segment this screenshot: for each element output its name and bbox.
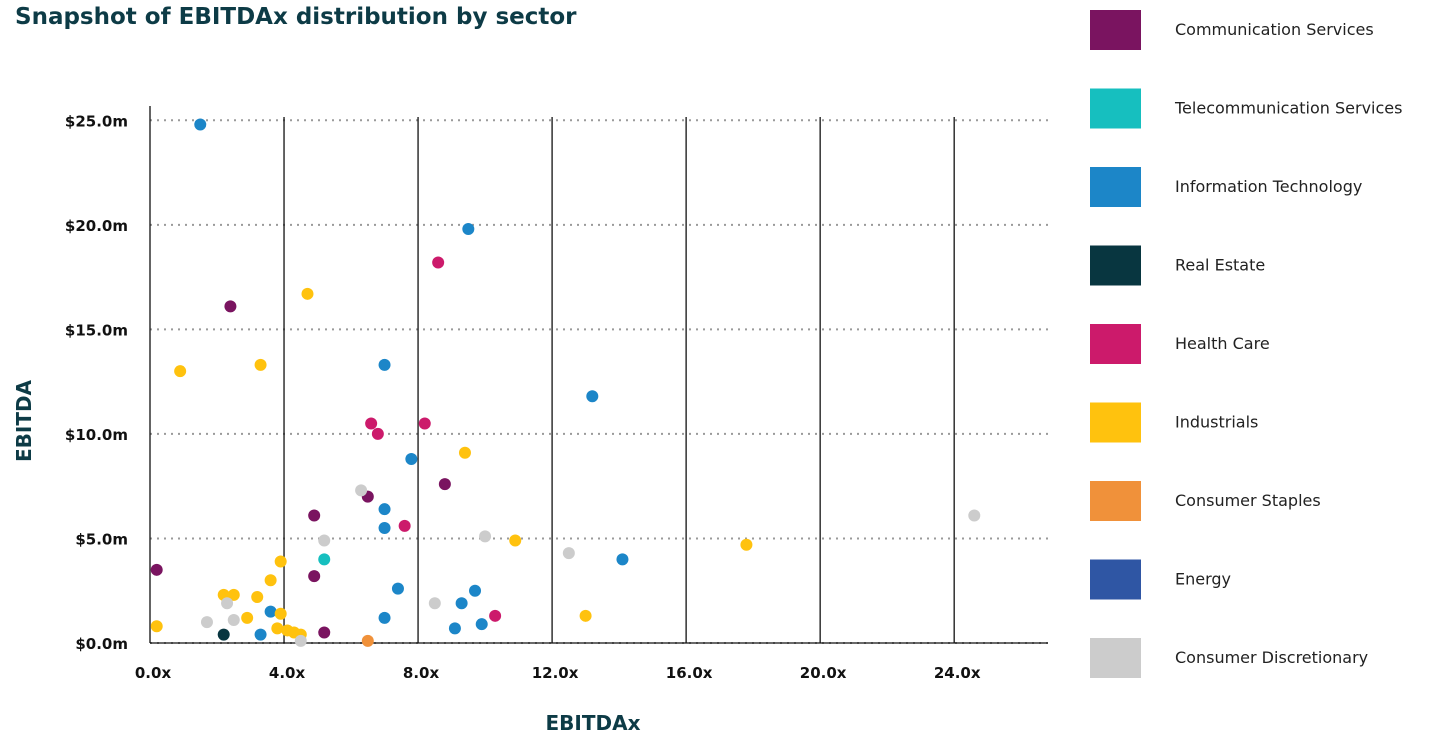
- data-point: [428, 597, 441, 610]
- data-point: [355, 484, 368, 497]
- data-point: [405, 453, 418, 465]
- data-point: [455, 597, 468, 610]
- data-point: [462, 223, 475, 235]
- data-point: [968, 509, 981, 522]
- y-tick-label: $20.0m: [65, 217, 128, 235]
- data-point: [562, 547, 575, 560]
- data-point: [227, 614, 240, 626]
- data-point: [579, 609, 592, 622]
- legend-swatch: [1090, 167, 1141, 207]
- x-tick-label: 4.0x: [269, 664, 306, 682]
- legend-swatch: [1090, 245, 1141, 286]
- data-point: [308, 509, 321, 522]
- x-tick-label: 20.0x: [800, 664, 847, 682]
- data-point: [378, 522, 391, 534]
- legend-label: Telecommunication Services: [1174, 99, 1402, 118]
- data-point: [475, 618, 488, 631]
- data-point: [365, 417, 378, 430]
- legend-label: Real Estate: [1175, 256, 1265, 275]
- legend-label: Information Technology: [1175, 177, 1362, 196]
- data-point: [361, 634, 374, 647]
- data-point: [274, 607, 287, 620]
- x-tick-label: 16.0x: [666, 664, 713, 682]
- x-tick-label: 12.0x: [532, 664, 579, 682]
- data-point: [254, 628, 267, 641]
- data-point: [217, 628, 230, 641]
- data-point: [254, 358, 267, 371]
- data-point: [479, 530, 492, 543]
- data-point: [221, 597, 234, 610]
- data-point: [432, 256, 445, 269]
- data-point: [469, 584, 482, 597]
- data-point: [509, 534, 522, 547]
- data-point: [274, 555, 287, 568]
- legend-swatch: [1090, 88, 1141, 129]
- data-point: [251, 591, 264, 603]
- data-point: [200, 616, 213, 629]
- chart-title: Snapshot of EBITDAx distribution by sect…: [15, 4, 577, 30]
- legend-swatch: [1090, 324, 1141, 364]
- data-point: [398, 519, 411, 532]
- data-point: [448, 622, 461, 635]
- data-point: [294, 634, 307, 647]
- data-point: [264, 605, 277, 618]
- data-point: [301, 287, 314, 300]
- data-point: [378, 503, 391, 516]
- data-point: [378, 358, 391, 371]
- legend-label: Health Care: [1175, 334, 1270, 353]
- y-tick-label: $5.0m: [75, 530, 128, 548]
- data-point: [391, 582, 404, 595]
- legend-swatch: [1090, 559, 1141, 600]
- data-point: [371, 427, 384, 440]
- y-tick-label: $25.0m: [65, 112, 128, 130]
- data-point: [264, 574, 277, 587]
- data-point: [418, 417, 431, 430]
- data-point: [616, 553, 629, 566]
- x-axis-title: EBITDAx: [546, 711, 641, 733]
- data-point: [241, 611, 254, 624]
- data-point: [489, 609, 502, 622]
- data-point: [318, 534, 331, 547]
- data-point: [740, 538, 753, 551]
- legend-swatch: [1090, 10, 1141, 50]
- x-tick-label: 24.0x: [934, 664, 981, 682]
- legend-label: Industrials: [1175, 413, 1258, 432]
- data-point: [378, 611, 391, 624]
- data-point: [318, 553, 331, 566]
- data-point: [271, 622, 284, 635]
- y-tick-label: $10.0m: [65, 426, 128, 444]
- legend-label: Communication Services: [1175, 20, 1374, 39]
- data-point: [194, 118, 207, 131]
- legend-label: Consumer Discretionary: [1175, 648, 1368, 667]
- data-point: [150, 620, 163, 633]
- data-point: [438, 478, 451, 491]
- data-point: [174, 365, 187, 378]
- data-point: [308, 570, 321, 583]
- legend-label: Consumer Staples: [1175, 491, 1321, 510]
- data-point: [224, 300, 237, 313]
- legend-swatch: [1090, 638, 1141, 678]
- y-axis-title: EBITDA: [12, 379, 36, 462]
- data-point: [150, 563, 163, 576]
- legend-swatch: [1090, 402, 1141, 443]
- legend-swatch: [1090, 481, 1141, 521]
- data-point: [458, 446, 471, 459]
- data-point: [227, 588, 240, 601]
- x-tick-label: 8.0x: [403, 664, 440, 682]
- x-tick-label: 0.0x: [135, 664, 172, 682]
- y-tick-label: $15.0m: [65, 321, 128, 339]
- y-tick-label: $0.0m: [75, 635, 128, 653]
- legend-label: Energy: [1175, 570, 1231, 589]
- data-point: [318, 626, 331, 639]
- data-point: [586, 390, 599, 403]
